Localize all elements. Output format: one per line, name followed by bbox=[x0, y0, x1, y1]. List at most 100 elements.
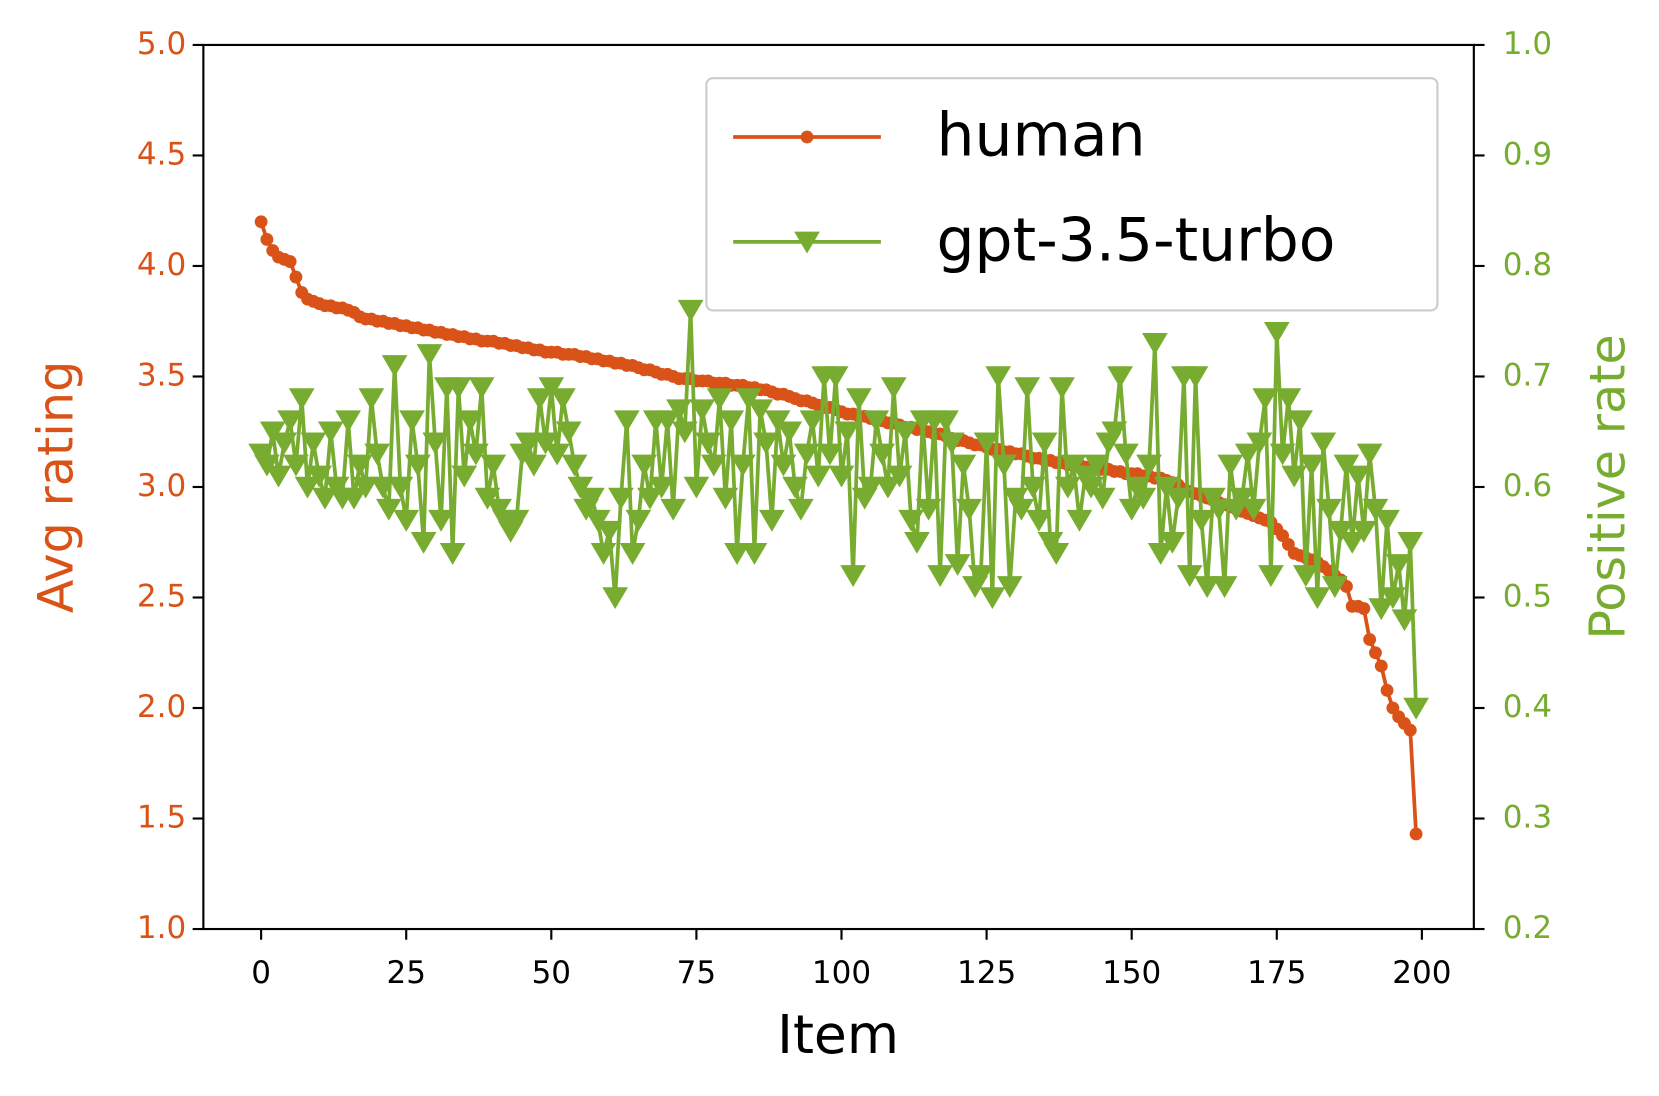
point bbox=[834, 421, 861, 444]
y2-tick-label: 0.7 bbox=[1503, 357, 1552, 393]
point bbox=[1397, 531, 1424, 554]
point bbox=[770, 454, 797, 477]
point bbox=[956, 498, 983, 521]
x-tick-label: 200 bbox=[1392, 955, 1451, 991]
point bbox=[828, 465, 855, 488]
point bbox=[289, 270, 303, 284]
y-tick-label: 2.5 bbox=[137, 579, 186, 615]
point bbox=[1147, 543, 1174, 565]
point bbox=[904, 531, 930, 554]
point bbox=[660, 498, 687, 521]
point bbox=[1403, 723, 1417, 737]
point bbox=[689, 399, 716, 422]
point bbox=[1089, 487, 1116, 510]
point bbox=[1304, 587, 1331, 610]
point bbox=[718, 410, 745, 433]
point bbox=[288, 388, 315, 411]
point bbox=[1205, 498, 1232, 521]
point bbox=[1072, 465, 1099, 488]
point bbox=[631, 454, 658, 477]
legend-label: human bbox=[937, 101, 1146, 171]
point bbox=[1298, 454, 1325, 477]
point bbox=[404, 454, 431, 477]
point bbox=[1113, 443, 1139, 466]
point bbox=[1217, 454, 1244, 477]
point bbox=[1333, 454, 1360, 477]
point bbox=[1002, 487, 1029, 510]
y2-tick-label: 0.3 bbox=[1503, 800, 1552, 836]
point bbox=[915, 498, 942, 521]
point bbox=[886, 465, 913, 488]
point bbox=[1142, 333, 1168, 355]
point bbox=[637, 487, 663, 510]
point bbox=[1356, 443, 1383, 466]
point bbox=[544, 443, 570, 466]
point bbox=[677, 299, 704, 322]
point bbox=[1281, 465, 1308, 488]
point bbox=[300, 432, 327, 455]
point bbox=[567, 476, 594, 499]
point bbox=[759, 509, 785, 532]
point bbox=[875, 476, 901, 499]
point bbox=[1263, 322, 1290, 344]
point bbox=[1211, 576, 1238, 599]
point bbox=[1136, 454, 1162, 477]
y2-tick-label: 0.6 bbox=[1503, 468, 1552, 504]
point bbox=[1055, 476, 1081, 499]
point bbox=[358, 388, 385, 411]
point bbox=[254, 215, 268, 229]
point bbox=[1368, 598, 1395, 621]
y2-tick-label: 0.5 bbox=[1503, 579, 1552, 615]
point bbox=[695, 432, 721, 455]
point bbox=[741, 543, 768, 565]
point bbox=[399, 410, 425, 433]
point bbox=[863, 410, 890, 433]
x-tick-label: 50 bbox=[532, 955, 571, 991]
point bbox=[880, 377, 907, 400]
point bbox=[306, 465, 332, 488]
point bbox=[260, 233, 274, 246]
point bbox=[428, 509, 454, 532]
point bbox=[387, 476, 414, 499]
point bbox=[381, 355, 408, 377]
point bbox=[1380, 587, 1406, 610]
point bbox=[973, 432, 1000, 455]
point bbox=[1385, 554, 1412, 576]
point bbox=[370, 476, 396, 499]
point bbox=[584, 509, 611, 532]
point bbox=[608, 487, 634, 510]
point bbox=[463, 443, 489, 466]
y-tick-label: 3.5 bbox=[137, 357, 186, 393]
y-tick-label: 1.0 bbox=[137, 910, 186, 946]
point bbox=[706, 388, 733, 411]
point bbox=[1229, 487, 1255, 510]
point bbox=[1327, 520, 1354, 543]
point bbox=[294, 476, 321, 499]
point bbox=[1339, 531, 1366, 554]
point bbox=[1060, 454, 1087, 477]
point bbox=[1078, 476, 1104, 499]
point bbox=[782, 476, 808, 499]
point bbox=[671, 421, 698, 444]
point bbox=[996, 576, 1023, 599]
y2-tick-label: 0.2 bbox=[1503, 910, 1552, 946]
point bbox=[503, 509, 530, 532]
point bbox=[375, 498, 402, 521]
point bbox=[967, 565, 994, 587]
point bbox=[1043, 543, 1070, 565]
point bbox=[788, 498, 814, 521]
y2-axis-label: Positive rate bbox=[1578, 334, 1636, 639]
point bbox=[550, 388, 576, 411]
point bbox=[950, 454, 977, 477]
point bbox=[555, 421, 582, 444]
point bbox=[857, 476, 884, 499]
point bbox=[712, 487, 739, 510]
point bbox=[793, 443, 820, 466]
point bbox=[1025, 509, 1052, 532]
point bbox=[1130, 487, 1157, 510]
point bbox=[1258, 565, 1284, 587]
point bbox=[335, 410, 362, 433]
legend-marker bbox=[800, 130, 814, 144]
point bbox=[700, 454, 727, 477]
point bbox=[1124, 476, 1151, 499]
